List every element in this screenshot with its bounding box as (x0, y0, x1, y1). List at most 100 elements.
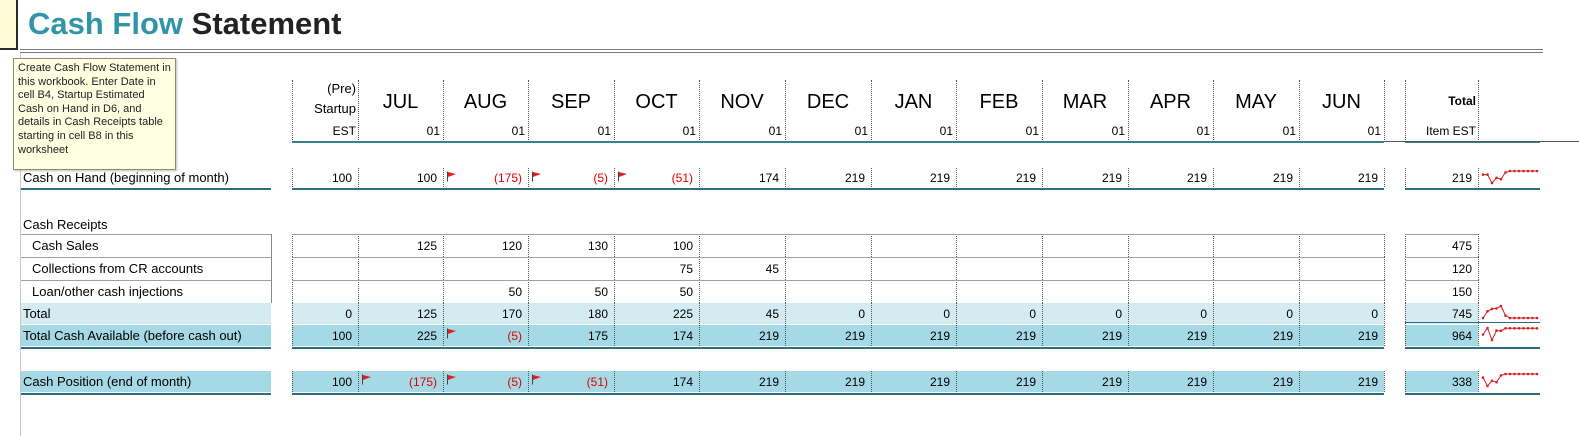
column-separator (1128, 257, 1129, 280)
cell-value[interactable]: 0 (858, 307, 865, 321)
sparkline-point (1495, 176, 1498, 180)
cell-value[interactable]: 50 (508, 285, 522, 299)
cell-value[interactable]: 219 (1357, 171, 1378, 185)
cell-value[interactable]: 219 (1015, 171, 1036, 185)
red-flag-icon (362, 374, 371, 385)
column-separator (1213, 325, 1214, 346)
column-separator (1384, 303, 1385, 324)
cell-value[interactable]: 219 (1272, 329, 1293, 343)
cell-value[interactable]: 0 (1286, 307, 1293, 321)
cell-value[interactable]: (175) (408, 375, 437, 389)
cell-value[interactable]: 225 (672, 307, 693, 321)
cell-value[interactable]: 100 (416, 171, 437, 185)
cell-value[interactable]: 125 (416, 307, 437, 321)
cell-prestartup[interactable]: 100 (331, 329, 352, 343)
header-month-jun: JUN (1322, 91, 1361, 113)
row-label-cash-position[interactable]: Cash Position (end of month) (23, 374, 192, 389)
cell-value[interactable]: 45 (765, 307, 779, 321)
cell-value[interactable]: (5) (507, 375, 522, 389)
column-separator (1042, 80, 1043, 140)
column-separator (292, 234, 293, 257)
cell-total[interactable]: 120 (1451, 262, 1472, 276)
column-separator (614, 257, 615, 280)
cell-total[interactable]: 745 (1451, 307, 1472, 321)
cell-value[interactable]: 225 (416, 329, 437, 343)
cell-value[interactable]: 219 (1357, 375, 1378, 389)
active-cell[interactable] (0, 0, 18, 50)
column-separator (1299, 371, 1300, 392)
cell-value[interactable]: 219 (844, 171, 865, 185)
row-underline (21, 188, 271, 190)
cell-value[interactable]: 219 (1101, 375, 1122, 389)
cell-value[interactable]: 219 (758, 329, 779, 343)
cell-value[interactable]: 219 (1015, 375, 1036, 389)
cell-prestartup[interactable]: 100 (331, 375, 352, 389)
cell-value[interactable]: 170 (501, 307, 522, 321)
row-label-total-available[interactable]: Total Cash Available (before cash out) (23, 328, 242, 343)
row-label-cash-on-hand[interactable]: Cash on Hand (beginning of month) (23, 170, 229, 185)
sparkline-point (1517, 372, 1521, 376)
header-month-jan: JAN (894, 91, 933, 113)
cell-value[interactable]: 219 (758, 375, 779, 389)
cell-value[interactable]: (175) (493, 171, 522, 185)
cell-value[interactable]: 50 (679, 285, 693, 299)
cell-value[interactable]: 130 (587, 239, 608, 253)
column-separator (1405, 257, 1406, 280)
cell-total[interactable]: 475 (1451, 239, 1472, 253)
cell-value[interactable]: 0 (1029, 307, 1036, 321)
cell-total[interactable]: 964 (1451, 329, 1472, 343)
cell-value[interactable]: 100 (672, 239, 693, 253)
cell-prestartup[interactable]: 100 (331, 171, 352, 185)
cell-value[interactable]: 120 (501, 239, 522, 253)
cell-value[interactable]: 219 (1101, 171, 1122, 185)
cell-value[interactable]: 75 (679, 262, 693, 276)
column-separator (1299, 325, 1300, 346)
sparkline-series (1482, 305, 1537, 319)
cell-value[interactable]: 174 (758, 171, 779, 185)
row-label-collections[interactable]: Collections from CR accounts (32, 261, 204, 276)
cell-value[interactable]: 0 (1200, 307, 1207, 321)
cell-value[interactable]: 0 (943, 307, 950, 321)
cell-prestartup[interactable]: 0 (345, 307, 352, 321)
column-separator (785, 371, 786, 392)
cell-value[interactable]: (5) (507, 329, 522, 343)
cell-value[interactable]: 219 (1357, 329, 1378, 343)
column-separator (292, 325, 293, 346)
cell-value[interactable]: 219 (1186, 375, 1207, 389)
cell-value[interactable]: 219 (1101, 329, 1122, 343)
cell-value[interactable]: 0 (1371, 307, 1378, 321)
cell-value[interactable]: (51) (671, 171, 693, 185)
cell-value[interactable]: 219 (929, 171, 950, 185)
cell-value[interactable]: 219 (1015, 329, 1036, 343)
header-day: 01 (854, 124, 868, 138)
cell-value[interactable]: 219 (1272, 375, 1293, 389)
cell-value[interactable]: 174 (672, 375, 693, 389)
cell-value[interactable]: 175 (587, 329, 608, 343)
cell-value[interactable]: 45 (765, 262, 779, 276)
cell-total[interactable]: 219 (1451, 171, 1472, 185)
column-separator (358, 257, 359, 280)
cell-value[interactable]: 219 (929, 329, 950, 343)
cell-value[interactable]: (51) (586, 375, 608, 389)
cell-value[interactable]: 219 (929, 375, 950, 389)
cell-total[interactable]: 150 (1451, 285, 1472, 299)
row-label-cash-sales[interactable]: Cash Sales (32, 238, 99, 253)
row-underline (292, 347, 1384, 349)
cell-value[interactable]: 219 (1186, 329, 1207, 343)
sparkline-point (1481, 316, 1485, 320)
cell-value[interactable]: 180 (587, 307, 608, 321)
cell-value[interactable]: 0 (1115, 307, 1122, 321)
cell-value[interactable]: (5) (593, 171, 608, 185)
cell-value[interactable]: 174 (672, 329, 693, 343)
cell-value[interactable]: 219 (1186, 171, 1207, 185)
cell-value[interactable]: 219 (844, 375, 865, 389)
cell-value[interactable]: 219 (844, 329, 865, 343)
cell-value[interactable]: 219 (1272, 171, 1293, 185)
cell-value[interactable]: 50 (594, 285, 608, 299)
row-label-loan[interactable]: Loan/other cash injections (32, 284, 184, 299)
sparkline-point (1531, 327, 1534, 330)
row-label-receipts-total[interactable]: Total (23, 306, 51, 321)
cell-value[interactable]: 125 (416, 239, 437, 253)
header-total: Total (1448, 94, 1476, 108)
cell-total[interactable]: 338 (1451, 375, 1472, 389)
